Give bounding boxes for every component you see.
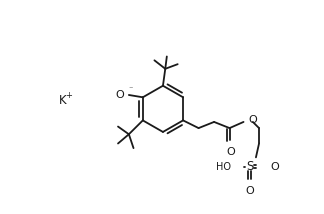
Text: K: K	[58, 94, 66, 107]
Text: HO: HO	[216, 162, 231, 172]
Text: O: O	[270, 162, 279, 172]
Text: O: O	[245, 186, 254, 196]
Text: O: O	[226, 147, 235, 157]
Text: O: O	[248, 115, 257, 125]
Text: ⁻: ⁻	[128, 84, 133, 93]
Text: +: +	[65, 91, 72, 100]
Text: O: O	[115, 90, 124, 100]
Text: S: S	[246, 160, 253, 173]
